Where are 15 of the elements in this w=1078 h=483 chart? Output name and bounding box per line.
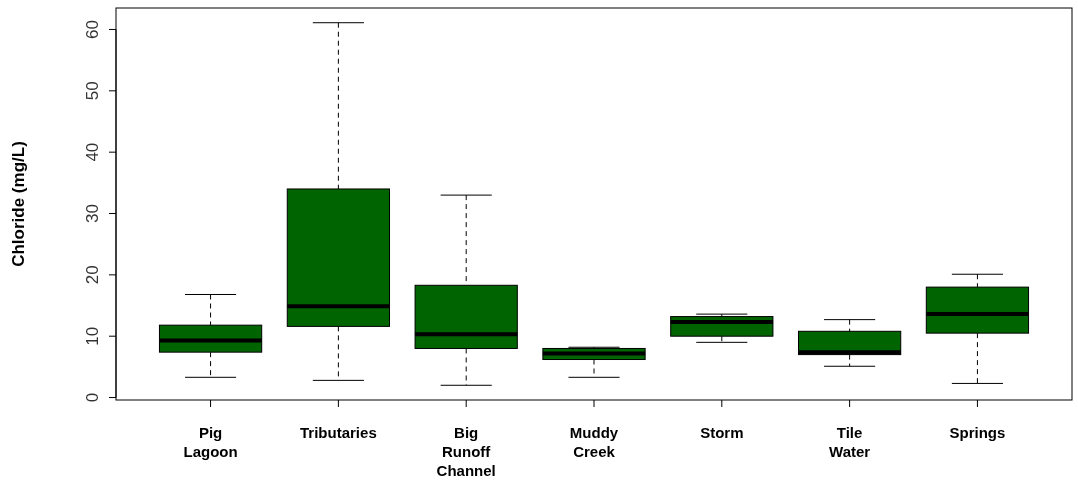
y-tick-label: 50 [83,81,102,101]
y-axis-title: Chloride (mg/L) [9,141,28,267]
y-tick-label: 30 [83,204,102,223]
y-tick-label: 20 [83,265,102,285]
x-tick-label: Springs [949,424,1006,441]
x-tick-label: Tile Water [829,424,871,460]
x-tick-label: Pig Lagoon [183,424,238,460]
x-tick-label: Storm [700,424,744,441]
y-tick-label: 0 [83,392,102,403]
y-tick-label: 60 [83,20,102,39]
x-tick-label: Tributaries [300,424,377,441]
x-tick-label: Muddy Creek [569,424,619,460]
y-tick-label: 10 [83,326,102,346]
y-tick-label: 40 [83,142,102,162]
x-tick-label: Big Runoff Channel [436,424,496,479]
